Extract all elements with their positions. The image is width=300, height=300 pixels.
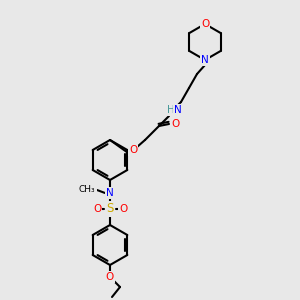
Text: O: O [201, 19, 209, 29]
Text: O: O [129, 145, 137, 155]
Text: O: O [93, 204, 101, 214]
Text: S: S [106, 202, 114, 215]
Text: O: O [106, 272, 114, 282]
Text: O: O [172, 119, 180, 129]
Text: O: O [119, 204, 127, 214]
Text: H: H [167, 105, 175, 115]
Text: N: N [106, 188, 114, 198]
Text: N: N [174, 105, 182, 115]
Text: CH₃: CH₃ [79, 185, 95, 194]
Text: N: N [201, 55, 209, 65]
